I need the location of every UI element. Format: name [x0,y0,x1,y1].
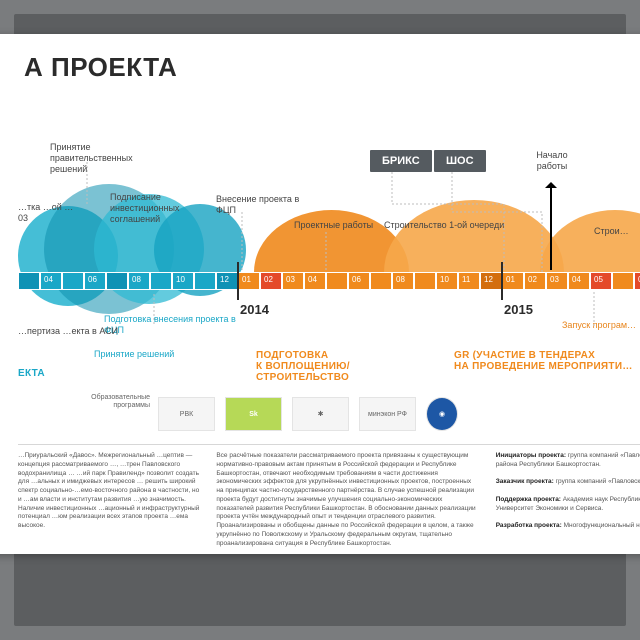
month-cell: 04 [40,272,62,290]
month-cell [150,272,172,290]
start-arrow [550,184,552,270]
month-cell: 12 [216,272,238,290]
logo-sk: Sk [225,397,282,431]
stage-arc [384,200,564,272]
event-pill: ШОС [434,150,486,172]
month-cell: 03 [282,272,304,290]
month-cell [194,272,216,290]
month-cell: 02 [524,272,546,290]
footer-col-3: Инициаторы проекта: группа компаний «Пав… [496,452,640,547]
year-label: 2015 [504,302,533,317]
month-cell: 07 [634,272,640,290]
month-cell: 10 [436,272,458,290]
app-frame: А ПРОЕКТА 040608101201020304060810111201… [14,14,626,626]
month-cell: 12 [480,272,502,290]
logo-minecon: минэкон РФ [359,397,416,431]
phase-label: ЕКТА [18,368,45,379]
month-cell: 08 [392,272,414,290]
month-cell [326,272,348,290]
caption: Внесение проекта в ФЦП [216,194,306,216]
stage-arc [540,210,640,272]
month-cell: 04 [304,272,326,290]
caption: Принятие правительственных решений [50,142,160,174]
year-tick [501,262,503,300]
month-cell [414,272,436,290]
month-cell: 03 [546,272,568,290]
caption: Проектные работы [294,220,374,231]
month-cell [18,272,40,290]
caption: Строи… [594,226,640,237]
page: А ПРОЕКТА 040608101201020304060810111201… [0,34,640,554]
month-cell: 05 [590,272,612,290]
year-tick [237,262,239,300]
phase-label: GR (УЧАСТИЕ В ТЕНДЕРАХ НА ПРОВЕДЕНИЕ МЕР… [454,350,633,372]
year-label: 2014 [240,302,269,317]
logo-rvk: РВК [158,397,215,431]
footer-col-2: Все расчётные показатели рассматриваемог… [216,452,479,547]
event-pill: БРИКС [370,150,432,172]
month-cell: 11 [458,272,480,290]
month-cell: 02 [260,272,282,290]
footer-col-1: …Приуральский «Давос». Межрегиональный …… [18,452,200,547]
caption: …тка …ой …03 [18,202,78,224]
month-cell [612,272,634,290]
logo-emblem: ◉ [426,397,458,431]
page-title: А ПРОЕКТА [24,52,177,83]
month-cell [106,272,128,290]
caption: …пертиза …екта в АСИ [18,326,138,337]
start-label: Начало работы [522,150,582,172]
timeline: 0406081012010203040608101112010203040507… [18,272,640,290]
month-cell: 10 [172,272,194,290]
month-cell [62,272,84,290]
month-cell: 08 [128,272,150,290]
month-cell: 04 [568,272,590,290]
caption: Подписание инвестиционных соглашений [110,192,215,224]
caption: Строительство 1-ой очереди [384,220,534,231]
month-cell: 06 [348,272,370,290]
month-cell [370,272,392,290]
caption: Принятие решений [94,349,214,360]
divider [18,444,640,445]
logo-gov: ✱ [292,397,349,431]
footer: …Приуральский «Давос». Межрегиональный …… [18,452,640,547]
phase-label: ПОДГОТОВКА К ВОПЛОЩЕНИЮ/ СТРОИТЕЛЬСТВО [256,350,350,383]
month-cell: 06 [84,272,106,290]
month-cell: 01 [502,272,524,290]
logos-label: Образовательные программы [90,394,150,411]
caption: Запуск програм… [562,320,640,331]
logo-strip: РВК Sk ✱ минэкон РФ ◉ [158,394,458,434]
month-cell: 01 [238,272,260,290]
